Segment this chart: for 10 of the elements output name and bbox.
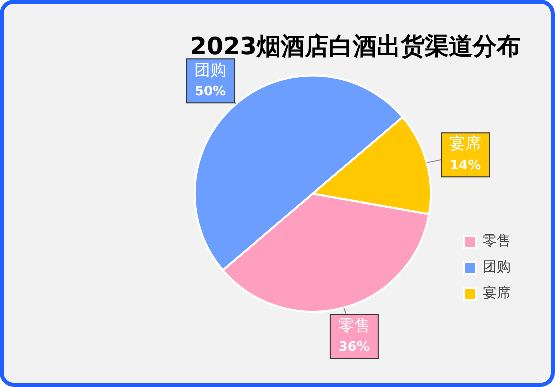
chart-title: 2023烟酒店白酒出货渠道分布 <box>190 32 521 61</box>
data-label: 14% <box>450 158 482 174</box>
legend-label: 零售 <box>483 234 511 250</box>
legend-label: 宴席 <box>483 286 511 302</box>
slice-label: 团购 <box>194 60 227 80</box>
data-label: 36% <box>338 340 370 356</box>
slice-label: 宴席 <box>450 134 482 154</box>
slice-label: 零售 <box>338 316 370 335</box>
legend-label: 团购 <box>483 260 511 276</box>
data-label: 50% <box>194 84 226 100</box>
